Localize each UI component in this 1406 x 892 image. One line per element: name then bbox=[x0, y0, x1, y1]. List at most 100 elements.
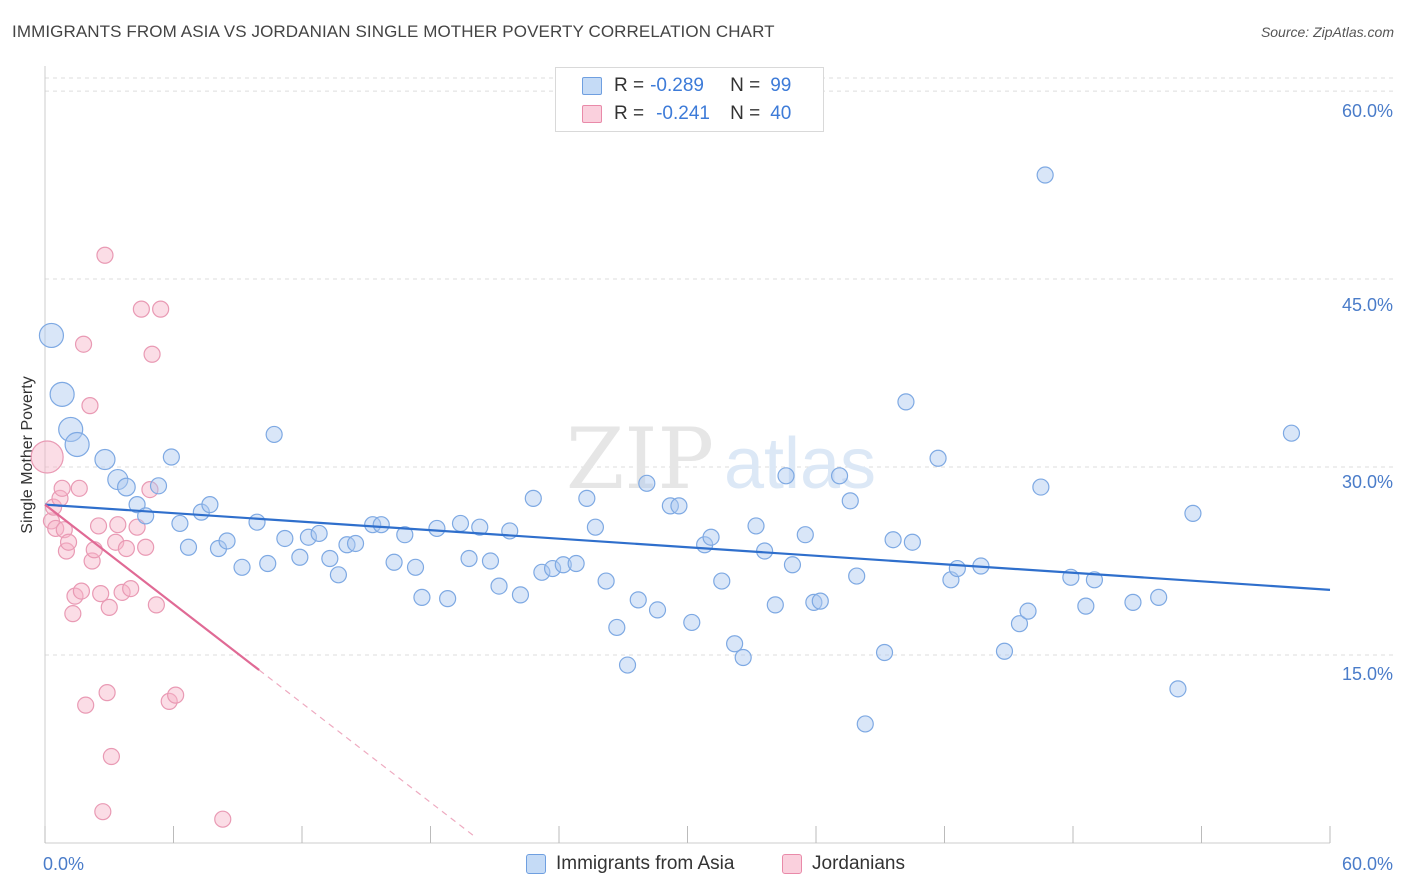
asia-point bbox=[543, 559, 562, 578]
jordanians-point bbox=[100, 598, 118, 616]
asia-point bbox=[265, 425, 283, 444]
asia-point bbox=[439, 590, 457, 608]
legend-r-label: R = bbox=[614, 103, 645, 124]
asia-point bbox=[329, 566, 348, 584]
asia-point bbox=[1124, 593, 1142, 611]
asia-point bbox=[856, 715, 874, 733]
jordanians-point bbox=[143, 345, 161, 363]
jordanians-point bbox=[147, 596, 165, 614]
jordanians-trend-line bbox=[44, 503, 260, 671]
jordanians-point bbox=[53, 479, 71, 497]
jordanians-point bbox=[74, 335, 93, 353]
asia-point bbox=[1085, 571, 1104, 589]
jordanians-point bbox=[64, 605, 82, 623]
legend-swatch-asia bbox=[582, 77, 602, 95]
asia-point bbox=[1036, 166, 1054, 184]
asia-point bbox=[903, 533, 921, 551]
bottom-legend-label-asia: Immigrants from Asia bbox=[556, 853, 735, 874]
asia-point bbox=[618, 656, 637, 674]
asia-point bbox=[608, 618, 626, 637]
asia-point bbox=[629, 591, 647, 609]
asia-point bbox=[385, 553, 403, 571]
asia-point bbox=[777, 467, 795, 485]
y-tick-label: 30.0% bbox=[1342, 472, 1393, 492]
legend-r-value: -0.241 bbox=[656, 103, 710, 124]
asia-point bbox=[805, 593, 823, 611]
asia-point bbox=[218, 532, 236, 550]
bottom-legend-swatch-jordanians bbox=[782, 854, 802, 874]
asia-point bbox=[149, 477, 168, 495]
asia-point bbox=[683, 613, 701, 632]
asia-point bbox=[481, 552, 500, 570]
legend-row-asia: R = -0.289 N = 99 bbox=[582, 73, 791, 99]
asia-point bbox=[995, 642, 1014, 660]
chart-source: Source: ZipAtlas.com bbox=[1260, 24, 1394, 40]
asia-point bbox=[796, 526, 814, 544]
y-tick-label: 15.0% bbox=[1342, 664, 1393, 684]
asia-point bbox=[310, 524, 328, 543]
asia-point bbox=[406, 558, 425, 576]
legend-n-value: 99 bbox=[770, 75, 792, 96]
asia-point bbox=[638, 474, 656, 492]
asia-point bbox=[897, 393, 915, 411]
asia-point bbox=[94, 448, 116, 471]
jordanians-point bbox=[160, 692, 178, 710]
asia-point bbox=[49, 381, 75, 407]
asia-point bbox=[248, 513, 266, 531]
y-tick-label: 60.0% bbox=[1342, 101, 1393, 121]
asia-point bbox=[848, 567, 866, 585]
asia-point bbox=[554, 556, 572, 574]
asia-point bbox=[162, 448, 180, 466]
asia-point bbox=[1282, 424, 1301, 442]
asia-point bbox=[471, 518, 489, 536]
chart-title: IMMIGRANTS FROM ASIA VS JORDANIAN SINGLE… bbox=[12, 22, 775, 41]
legend-swatch-jordanians bbox=[582, 105, 602, 123]
asia-point bbox=[841, 492, 859, 510]
asia-point bbox=[338, 536, 356, 554]
asia-point bbox=[259, 554, 277, 573]
asia-point bbox=[64, 431, 90, 458]
bottom-legend-jordanians[interactable]: Jordanians bbox=[782, 851, 905, 877]
legend-r-label: R = bbox=[614, 75, 645, 96]
asia-point bbox=[726, 635, 744, 653]
legend-n-label: N = bbox=[730, 103, 761, 124]
jordanians-point bbox=[132, 300, 150, 318]
asia-point bbox=[929, 449, 947, 467]
asia-point bbox=[1032, 478, 1050, 496]
asia-point bbox=[201, 496, 219, 514]
asia-point bbox=[811, 592, 829, 610]
y-tick-label: 45.0% bbox=[1342, 295, 1393, 315]
jordanians-point bbox=[94, 803, 112, 821]
bottom-legend-swatch-asia bbox=[526, 854, 546, 874]
jordanians-point bbox=[137, 538, 155, 556]
asia-point bbox=[346, 534, 365, 553]
legend-r-value: -0.289 bbox=[650, 75, 704, 96]
jordanians-point bbox=[96, 246, 114, 264]
jordanians-point bbox=[30, 440, 64, 474]
jordanians-point bbox=[109, 516, 127, 534]
asia-point bbox=[648, 601, 667, 619]
jordanians-point bbox=[107, 533, 125, 551]
asia-point bbox=[713, 572, 731, 590]
legend-n-label: N = bbox=[730, 75, 761, 96]
jordanians-point bbox=[117, 539, 135, 558]
bottom-legend-asia[interactable]: Immigrants from Asia bbox=[526, 851, 734, 877]
asia-point bbox=[291, 548, 309, 566]
asia-point bbox=[1184, 504, 1202, 523]
asia-point bbox=[766, 596, 784, 614]
asia-point bbox=[428, 519, 446, 538]
asia-point bbox=[533, 563, 551, 581]
asia-point bbox=[597, 572, 615, 590]
asia-point bbox=[396, 526, 414, 544]
asia-point bbox=[116, 477, 136, 497]
watermark-atlas: atlas bbox=[724, 424, 876, 504]
asia-point bbox=[1010, 615, 1029, 633]
asia-point bbox=[875, 643, 894, 662]
axes bbox=[44, 66, 1331, 844]
asia-point bbox=[747, 517, 765, 535]
asia-point bbox=[321, 549, 339, 568]
jordanians-point bbox=[92, 585, 110, 603]
jordanians-point bbox=[44, 498, 63, 516]
asia-point bbox=[299, 528, 318, 546]
